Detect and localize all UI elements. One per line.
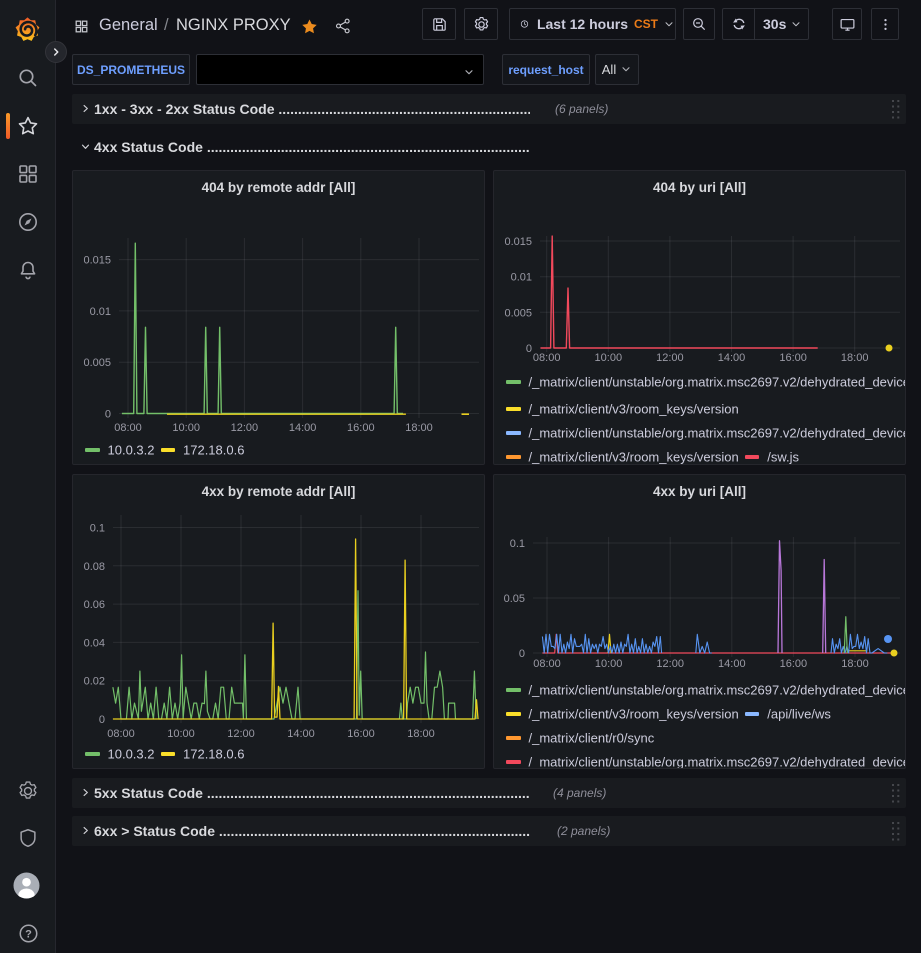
svg-text:18:00: 18:00 — [841, 352, 869, 364]
svg-text:18:00: 18:00 — [841, 658, 869, 670]
svg-text:12:00: 12:00 — [656, 658, 684, 670]
svg-text:0.02: 0.02 — [84, 676, 105, 688]
svg-text:0: 0 — [526, 343, 532, 355]
svg-text:10:00: 10:00 — [595, 658, 623, 670]
svg-text:0: 0 — [105, 409, 111, 421]
svg-text:08:00: 08:00 — [114, 422, 142, 434]
svg-text:0.1: 0.1 — [510, 538, 525, 550]
svg-text:0.06: 0.06 — [84, 599, 105, 611]
svg-text:08:00: 08:00 — [107, 728, 135, 740]
svg-text:16:00: 16:00 — [347, 422, 375, 434]
svg-text:0.04: 0.04 — [84, 637, 105, 649]
svg-text:12:00: 12:00 — [231, 422, 259, 434]
svg-text:10:00: 10:00 — [167, 728, 195, 740]
svg-text:16:00: 16:00 — [779, 352, 807, 364]
svg-text:10:00: 10:00 — [595, 352, 623, 364]
svg-text:0: 0 — [99, 714, 105, 726]
svg-text:0.01: 0.01 — [90, 306, 111, 318]
svg-text:12:00: 12:00 — [227, 728, 255, 740]
svg-text:0.015: 0.015 — [83, 255, 111, 267]
svg-text:0.015: 0.015 — [504, 236, 532, 248]
svg-text:0.08: 0.08 — [84, 561, 105, 573]
svg-text:08:00: 08:00 — [533, 658, 561, 670]
svg-text:18:00: 18:00 — [407, 728, 435, 740]
svg-text:08:00: 08:00 — [533, 352, 561, 364]
svg-text:14:00: 14:00 — [289, 422, 317, 434]
svg-text:0.005: 0.005 — [83, 357, 111, 369]
svg-text:18:00: 18:00 — [405, 422, 433, 434]
svg-text:14:00: 14:00 — [287, 728, 315, 740]
svg-text:14:00: 14:00 — [718, 352, 746, 364]
svg-text:10:00: 10:00 — [172, 422, 200, 434]
svg-text:0.005: 0.005 — [504, 307, 532, 319]
svg-text:0.1: 0.1 — [90, 523, 105, 535]
svg-text:14:00: 14:00 — [718, 658, 746, 670]
svg-text:0.01: 0.01 — [511, 272, 532, 284]
svg-text:12:00: 12:00 — [656, 352, 684, 364]
svg-text:0: 0 — [519, 648, 525, 660]
svg-text:?: ? — [25, 929, 32, 941]
svg-text:16:00: 16:00 — [347, 728, 375, 740]
svg-text:16:00: 16:00 — [780, 658, 808, 670]
svg-text:0.05: 0.05 — [504, 593, 525, 605]
